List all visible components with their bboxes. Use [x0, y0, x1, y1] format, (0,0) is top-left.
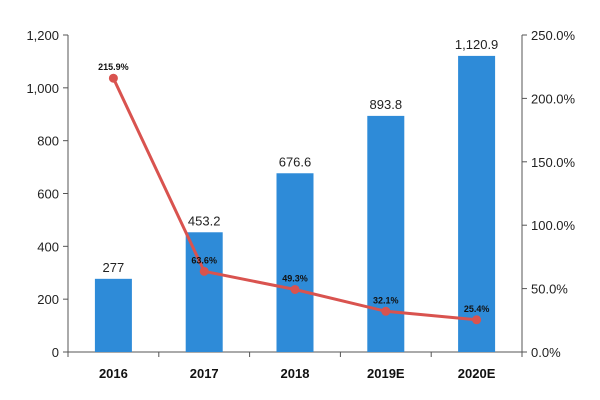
- left-tick-label: 400: [37, 239, 59, 254]
- bar: [94, 278, 132, 352]
- bar-value-label: 676.6: [279, 154, 312, 169]
- line-value-label: 49.3%: [282, 273, 308, 283]
- bar-value-label: 277: [103, 260, 125, 275]
- line-value-label: 215.9%: [98, 62, 129, 72]
- x-tick-label: 2018: [281, 366, 310, 381]
- left-tick-label: 800: [37, 134, 59, 149]
- line-point: [108, 73, 118, 83]
- left-y-axis: 0 200 400 600 800 1,000 1,200: [26, 28, 69, 360]
- line-value-label: 25.4%: [464, 304, 490, 314]
- right-tick-label: 50.0%: [531, 282, 568, 297]
- x-tick-label: 2019E: [367, 366, 405, 381]
- x-tick-label: 2016: [99, 366, 128, 381]
- bar-series: 277 453.2 676.6 893.8 1,120.9: [94, 37, 498, 353]
- bar-value-label: 893.8: [370, 97, 403, 112]
- line-point: [472, 315, 482, 325]
- bar: [185, 232, 223, 352]
- right-tick-label: 0.0%: [531, 345, 561, 360]
- left-tick-label: 200: [37, 292, 59, 307]
- line-point: [199, 266, 209, 276]
- right-tick-label: 200.0%: [531, 91, 576, 106]
- left-tick-label: 600: [37, 187, 59, 202]
- left-tick-label: 1,000: [26, 81, 59, 96]
- x-axis: 2016 2017 2018 2019E 2020E: [67, 351, 523, 381]
- right-tick-label: 150.0%: [531, 155, 576, 170]
- bar-value-label: 1,120.9: [455, 37, 498, 52]
- bar: [276, 173, 314, 352]
- x-tick-label: 2017: [190, 366, 219, 381]
- line-value-label: 63.6%: [191, 255, 217, 265]
- right-y-axis: 0.0% 50.0% 100.0% 150.0% 200.0% 250.0%: [521, 28, 576, 360]
- bar: [367, 115, 405, 352]
- bar-value-label: 453.2: [188, 213, 221, 228]
- left-tick-label: 0: [52, 345, 59, 360]
- left-tick-label: 1,200: [26, 28, 59, 43]
- line-value-label: 32.1%: [373, 295, 399, 305]
- bar: [458, 55, 496, 353]
- right-tick-label: 250.0%: [531, 28, 576, 43]
- right-tick-label: 100.0%: [531, 218, 576, 233]
- growth-line-series: 215.9% 63.6% 49.3% 32.1% 25.4%: [98, 62, 490, 325]
- line-point: [381, 306, 391, 316]
- x-tick-label: 2020E: [458, 366, 496, 381]
- line-point: [290, 284, 300, 294]
